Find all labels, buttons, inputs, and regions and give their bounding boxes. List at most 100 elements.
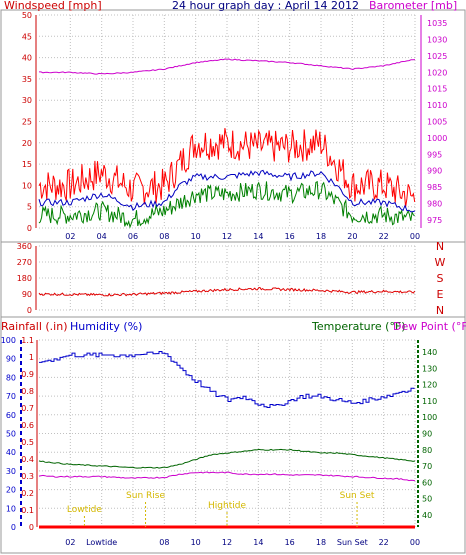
temperature-tick: 80 <box>422 446 432 455</box>
axes <box>20 15 422 527</box>
rainfall-tick: 0.1 <box>21 506 34 515</box>
humidity-tick: 80 <box>6 373 16 382</box>
rainfall-tick: 0.4 <box>21 455 34 464</box>
humidity-line <box>39 351 415 408</box>
bottom-x-tick: 18 <box>316 538 326 547</box>
barometer-line <box>39 58 416 75</box>
windspeed-tick: 40 <box>22 54 32 63</box>
dewpoint-label: Dew Point (°F) <box>393 320 466 333</box>
humidity-tick: 70 <box>6 392 16 401</box>
bottom-panel-frame <box>0 316 466 554</box>
rainfall-tick: 0.8 <box>21 387 34 396</box>
temperature-tick: 40 <box>422 511 432 520</box>
bottom-x-tick: 02 <box>65 538 75 547</box>
humidity-tick: 20 <box>6 486 16 495</box>
rainfall-tick: 0.7 <box>21 404 34 413</box>
rainfall-tick: 0.2 <box>21 489 34 498</box>
humidity-tick: 100 <box>1 336 16 345</box>
bottom-x-tick: 12 <box>222 538 232 547</box>
barometer-tick: 1000 <box>427 134 447 143</box>
compass-letter: W <box>435 256 446 269</box>
windspeed-tick: 25 <box>22 118 32 127</box>
wind-x-tick: 02 <box>65 232 75 241</box>
barometer-tick: 1035 <box>427 19 447 28</box>
temperature-tick: 50 <box>422 495 432 504</box>
bottom-x-tick: 16 <box>285 538 295 547</box>
rainfall-tick: 1 <box>29 353 34 362</box>
windspeed-tick: 50 <box>22 11 32 20</box>
humidity-tick: 50 <box>6 430 16 439</box>
series-layer <box>38 58 416 529</box>
bottom-x-tick: 14 <box>253 538 263 547</box>
compass-letter: N <box>436 304 444 317</box>
barometer-tick: 985 <box>427 183 442 192</box>
barometer-tick: 1030 <box>427 36 447 45</box>
direction-tick: 270 <box>17 258 32 267</box>
temperature-tick: 60 <box>422 478 432 487</box>
bottom-x-tick: 22 <box>379 538 389 547</box>
barometer-tick: 1025 <box>427 52 447 61</box>
barometer-tick: 1020 <box>427 68 447 77</box>
humidity-tick: 90 <box>6 355 16 364</box>
bottom-x-tick: 10 <box>191 538 201 547</box>
barometer-tick: 990 <box>427 167 442 176</box>
wind-direction-line <box>38 286 416 297</box>
humidity-tick: 30 <box>6 467 16 476</box>
rainfall-tick: 0.3 <box>21 472 34 481</box>
windspeed-tick: 20 <box>22 139 32 148</box>
wind-x-tick: 20 <box>347 232 357 241</box>
humidity-tick: 0 <box>11 523 16 532</box>
windspeed-label: Windspeed [mph] <box>4 0 102 12</box>
rainfall-label: Rainfall (.in) <box>1 320 68 333</box>
event-label: Hightide <box>208 501 246 511</box>
bottom-x-tick: 00 <box>410 538 420 547</box>
temperature-tick: 100 <box>422 413 437 422</box>
wind-x-tick: 06 <box>128 232 138 241</box>
direction-tick: 360 <box>17 242 32 251</box>
rainfall-tick: 0.6 <box>21 421 34 430</box>
wind-x-tick: 22 <box>379 232 389 241</box>
temperature-tick: 130 <box>422 364 437 373</box>
wind-x-tick: 04 <box>97 232 107 241</box>
wind-avg-line <box>38 169 416 213</box>
bottom-x-tick: 08 <box>159 538 169 547</box>
temperature-tick: 70 <box>422 462 432 471</box>
rainfall-tick: 0.9 <box>21 370 34 379</box>
windspeed-tick: 45 <box>22 32 32 41</box>
windspeed-tick: 0 <box>27 224 32 233</box>
windspeed-tick: 30 <box>22 96 32 105</box>
temperature-tick: 140 <box>422 348 437 357</box>
temperature-label: Temperature (°F) <box>311 320 406 333</box>
wind-gust-line <box>38 128 416 208</box>
humidity-tick: 60 <box>6 411 16 420</box>
rainfall-tick: 0 <box>29 523 34 532</box>
barometer-tick: 1010 <box>427 101 447 110</box>
wind-x-tick: 00 <box>410 232 420 241</box>
wind-x-tick: 12 <box>222 232 232 241</box>
temperature-tick: 110 <box>422 397 437 406</box>
barometer-tick: 980 <box>427 199 442 208</box>
direction-tick: 90 <box>22 290 32 299</box>
rainfall-tick: 0.5 <box>21 438 34 447</box>
temperature-tick: 90 <box>422 430 432 439</box>
bottom-x-tick: Lowtide <box>86 538 117 547</box>
wind-x-tick: 18 <box>316 232 326 241</box>
chart-title: 24 hour graph day : April 14 2012 <box>172 0 359 12</box>
barometer-label: Barometer [mb] <box>369 0 457 12</box>
wind-x-tick: 08 <box>159 232 169 241</box>
wind-min-line <box>38 180 415 229</box>
temperature-line <box>38 448 416 469</box>
rainfall-tick: 1.1 <box>21 336 34 345</box>
tick-labels: 0510152025303540455097598098599099510001… <box>1 11 448 547</box>
humidity-label: Humidity (%) <box>70 320 142 333</box>
event-label: Lowtide <box>67 505 102 515</box>
event-markers: Sun Rise Lowtide Hightide Sun Set <box>67 491 375 527</box>
humidity-tick: 10 <box>6 504 16 513</box>
windspeed-tick: 35 <box>22 75 32 84</box>
windspeed-tick: 15 <box>22 160 32 169</box>
temperature-tick: 120 <box>422 381 437 390</box>
wind-x-tick: 10 <box>191 232 201 241</box>
compass-letter: E <box>437 288 444 301</box>
direction-tick: 180 <box>17 274 32 283</box>
